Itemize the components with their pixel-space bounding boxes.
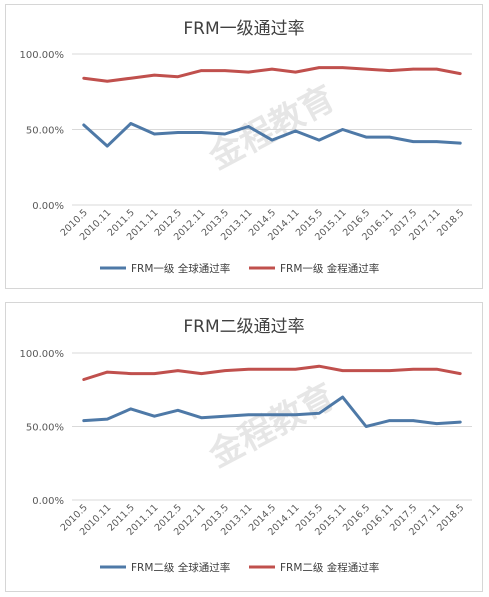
data-point xyxy=(200,131,203,134)
data-point xyxy=(106,79,109,83)
data-point xyxy=(153,132,156,136)
data-point xyxy=(223,69,227,72)
data-point xyxy=(176,409,180,412)
legend-label: FRM一级 金程通过率 xyxy=(280,262,379,275)
data-point xyxy=(459,372,462,375)
data-point xyxy=(176,131,180,134)
legend-label: FRM二级 全球通过率 xyxy=(131,561,230,574)
data-point xyxy=(200,69,203,72)
data-point xyxy=(223,415,227,418)
chart-title: FRM一级通过率 xyxy=(183,19,304,39)
y-tick-label: 50.00% xyxy=(26,126,64,137)
data-point xyxy=(153,415,156,418)
data-point xyxy=(411,67,415,71)
y-tick-label: 100.00% xyxy=(20,50,65,61)
y-tick-label: 0.00% xyxy=(32,201,64,212)
chart-level1: FRM一级通过率 金程教育100.00%50.00%0.00%2010.5201… xyxy=(20,19,472,275)
data-point xyxy=(388,369,391,372)
data-point xyxy=(341,395,344,399)
data-point xyxy=(129,76,133,80)
data-point xyxy=(106,417,109,421)
data-point xyxy=(459,420,462,424)
data-point xyxy=(153,372,156,375)
data-point xyxy=(106,144,109,148)
data-point xyxy=(459,72,462,75)
data-point xyxy=(341,66,344,69)
data-point xyxy=(294,413,297,416)
y-tick-label: 0.00% xyxy=(32,496,64,507)
data-point xyxy=(364,135,368,139)
data-point xyxy=(176,369,180,372)
data-point xyxy=(270,413,274,416)
chart-panel-level2: FRM二级通过率 金程教育100.00%50.00%0.00%2010.5201… xyxy=(5,302,483,592)
data-point xyxy=(435,422,438,425)
data-point xyxy=(82,123,85,127)
data-point xyxy=(411,419,415,422)
data-point xyxy=(411,140,415,143)
data-point xyxy=(129,372,133,375)
data-point xyxy=(82,419,85,422)
legend-label: FRM二级 金程通过率 xyxy=(280,561,379,574)
data-point xyxy=(388,69,391,72)
data-point xyxy=(435,367,438,371)
y-tick-label: 100.00% xyxy=(20,349,65,360)
data-point xyxy=(364,425,368,428)
watermark: 金程教育 xyxy=(202,78,342,178)
data-point xyxy=(317,412,321,415)
data-point xyxy=(82,76,85,80)
data-point xyxy=(388,135,391,139)
data-point xyxy=(153,73,156,77)
data-point xyxy=(411,367,415,371)
data-point xyxy=(388,419,391,422)
chart-title: FRM二级通过率 xyxy=(183,317,304,337)
data-point xyxy=(176,75,180,78)
data-point xyxy=(270,367,274,371)
chart-level2: FRM二级通过率 金程教育100.00%50.00%0.00%2010.5201… xyxy=(20,317,472,574)
data-point xyxy=(364,67,368,71)
data-point xyxy=(435,67,438,71)
legend-label: FRM一级 全球通过率 xyxy=(131,262,230,275)
data-point xyxy=(270,67,274,71)
chart-panel-level1: FRM一级通过率 金程教育 100.00% 50.00% 0.00% 2010.5 201… xyxy=(5,4,483,289)
y-tick-label: 50.00% xyxy=(26,423,64,434)
data-point xyxy=(317,365,321,368)
data-point xyxy=(247,70,250,74)
data-point xyxy=(200,372,203,375)
data-point xyxy=(294,70,297,74)
data-point xyxy=(435,140,438,143)
data-point xyxy=(294,367,297,371)
data-point xyxy=(106,370,109,374)
data-point xyxy=(294,129,297,133)
data-point xyxy=(129,407,133,411)
data-point xyxy=(129,122,133,125)
data-point xyxy=(247,367,250,371)
data-point xyxy=(223,132,227,136)
data-point xyxy=(223,369,227,372)
data-point xyxy=(247,413,250,416)
data-point xyxy=(317,138,321,142)
data-point xyxy=(82,378,85,381)
data-point xyxy=(341,128,344,131)
data-point xyxy=(247,125,250,128)
data-point xyxy=(200,416,203,419)
data-point xyxy=(341,369,344,372)
data-point xyxy=(270,138,274,142)
data-point xyxy=(317,66,321,69)
data-point xyxy=(364,369,368,372)
data-point xyxy=(459,141,462,145)
